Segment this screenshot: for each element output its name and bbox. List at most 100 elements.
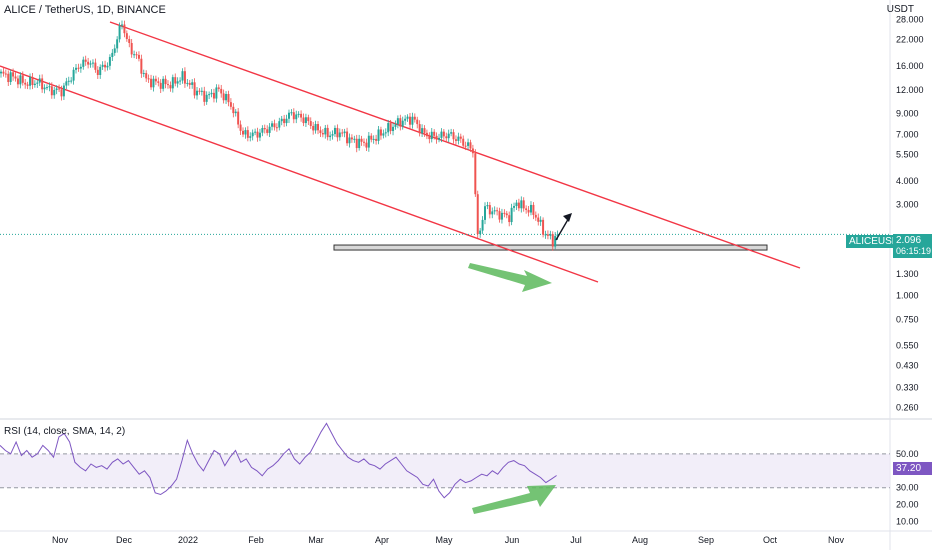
candle-body [215,87,218,99]
candle-body [24,82,27,85]
candle-body [537,217,540,222]
price-axis-label: 9.000 [896,109,919,119]
candle-body [554,235,557,247]
candle-body [229,102,232,107]
candle-body [464,145,467,147]
candle-body [251,132,254,137]
candle-body [442,131,445,137]
candle-body [225,94,228,101]
candle-body [9,72,12,83]
candle-body [150,78,153,88]
price-axis-label: 0.260 [896,402,919,412]
candle-body [91,62,94,64]
candle-body [275,127,278,129]
candle-body [159,82,162,89]
candle-body [166,84,169,86]
candle-body [237,111,240,125]
candle-body [302,117,305,124]
candle-body [256,131,259,138]
candle-body [462,138,465,146]
candle-body [551,234,554,247]
candle-body [222,93,225,101]
candle-body [152,78,155,88]
candle-body [258,132,261,138]
candle-body [113,48,116,53]
rsi-line [0,422,557,499]
time-axis-label: 2022 [178,535,198,545]
candle-body [14,76,17,79]
candle-body [520,200,523,209]
candle-body [491,211,494,215]
candle-body [60,89,63,97]
candle-body [268,126,271,133]
candle-body [205,94,208,102]
candle-body [249,136,252,138]
candle-body [106,65,109,68]
candle-body [242,130,244,135]
candle-body [147,78,150,80]
price-tag: 2.096 [893,234,932,247]
price-axis-label: 1.300 [896,269,919,279]
candle-body [287,112,290,119]
candle-body [65,81,68,86]
price-axis-label: 7.000 [896,129,919,139]
candle-body [360,138,363,142]
candle-body [0,71,2,74]
candle-body [454,139,457,141]
candle-body [108,56,111,66]
price-axis-label: 4.000 [896,176,919,186]
candle-body [278,121,281,128]
candle-body [36,82,39,84]
candle-body [79,66,82,69]
candle-body [343,131,346,134]
candle-body [428,136,431,140]
candle-body [319,130,322,133]
candle-body [423,128,426,133]
candle-body [355,138,358,149]
rsi-legend: RSI (14, close, SMA, 14, 2) [4,426,126,437]
candle-body [481,219,484,231]
candle-body [176,81,179,84]
candle-body [191,82,194,85]
candle-body [232,106,235,114]
candle-body [324,127,327,135]
candle-body [317,124,320,131]
candle-body [280,118,283,122]
candle-body [174,77,177,84]
candle-body [244,130,247,135]
candle-body [331,134,334,136]
candle-body [394,124,397,127]
candle-body [500,212,503,220]
candle-body [58,88,61,90]
chart-legend: ALICE / TetherUS, 1D, BINANCE [4,4,166,16]
candle-body [469,142,472,149]
time-axis-label: Aug [632,535,648,545]
candle-body [179,80,182,82]
candle-body [45,87,48,89]
price-axis-label: 0.430 [896,361,919,371]
candle-body [452,132,455,140]
time-axis-label: Oct [763,535,778,545]
candle-body [164,78,167,85]
candle-body [29,76,32,86]
candle-body [154,78,157,82]
candle-body [539,219,542,222]
candle-body [338,132,341,138]
candle-body [121,24,123,26]
candle-body [372,138,375,140]
candle-body [220,88,223,94]
candle-body [505,213,508,216]
candle-body [346,131,349,144]
candle-body [198,90,201,92]
candle-body [261,127,264,133]
green-arrow-price [468,263,552,292]
candle-body [416,119,419,125]
candle-body [300,113,303,118]
candle-body [26,84,29,86]
candle-body [365,142,368,148]
channel-lower-line [0,65,599,283]
candle-body [392,126,395,132]
candle-body [133,54,136,56]
candle-body [217,87,220,89]
